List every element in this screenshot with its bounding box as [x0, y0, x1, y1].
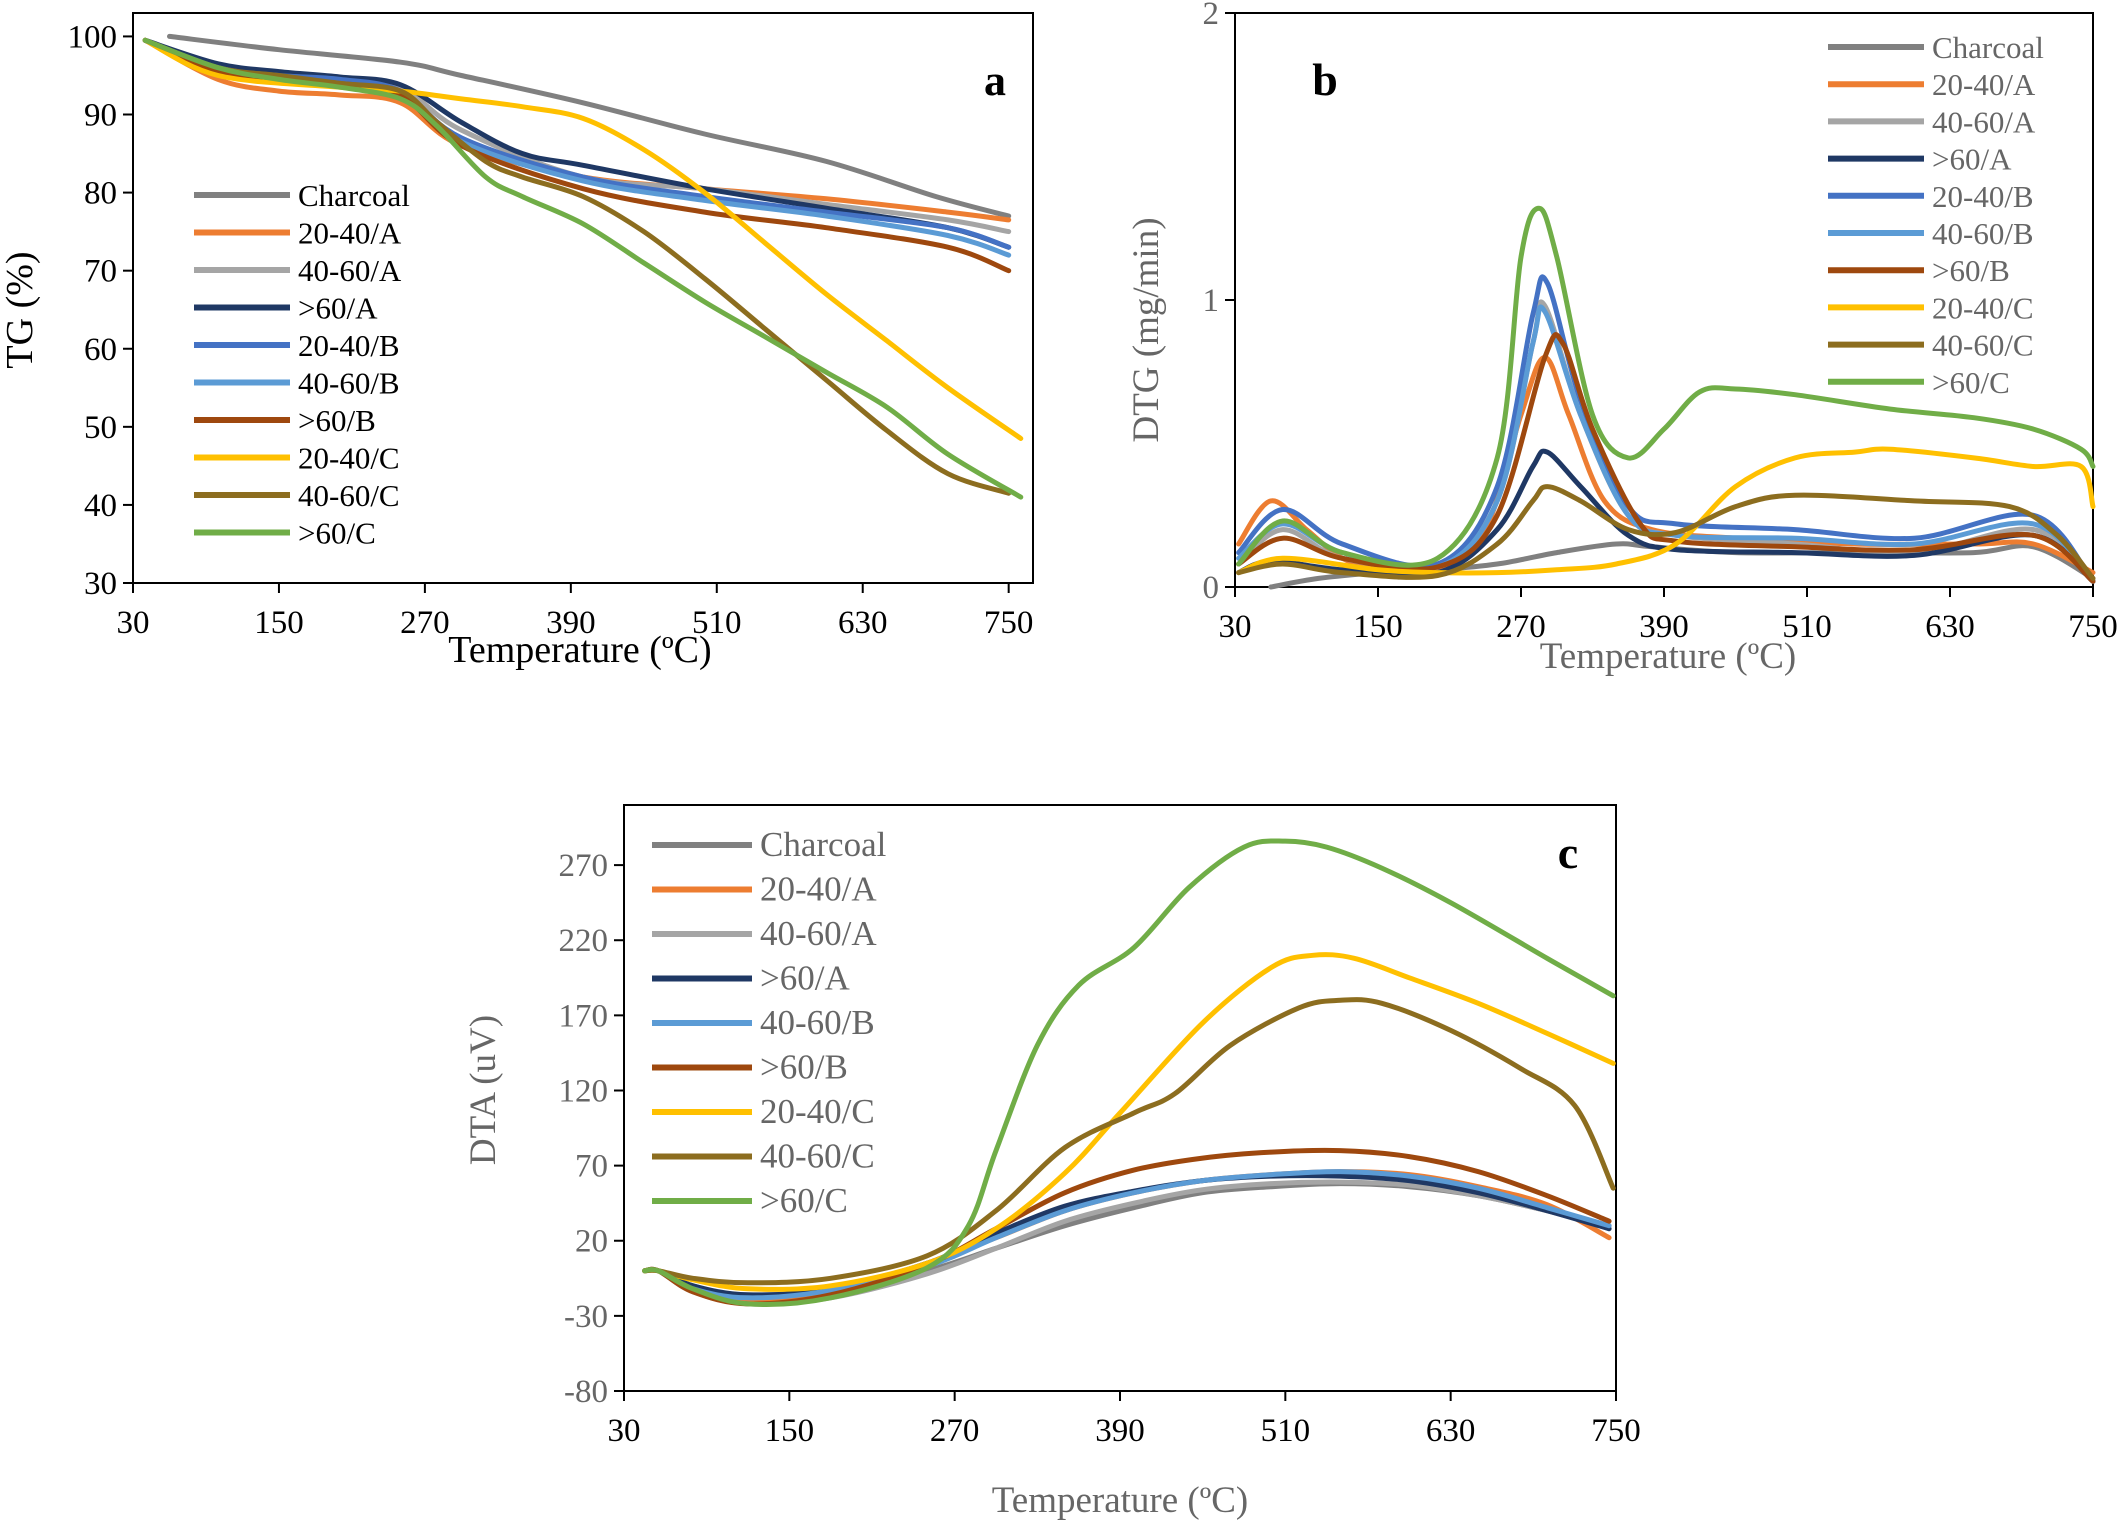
legend-label-20-40-a: 20-40/A — [298, 216, 402, 251]
x-tick-label: 150 — [254, 605, 304, 641]
x-tick-label: 270 — [930, 1413, 980, 1449]
x-tick-label: 150 — [1353, 609, 1403, 645]
legend-label-40-60-b: 40-60/B — [1932, 216, 2034, 251]
legend-label-20-40-c: 20-40/C — [760, 1092, 875, 1131]
y-tick-label: 220 — [559, 923, 609, 959]
x-tick-label: 510 — [1782, 609, 1832, 645]
legend-label-gt60-a: >60/A — [760, 959, 850, 998]
x-tick-label: 510 — [1261, 1413, 1311, 1449]
y-tick-label: 30 — [84, 566, 117, 602]
panel-b-dtg-chart: 30 150 270 390 510 630 750 0 1 2 Temperature (ºC) D… — [1126, 0, 2118, 677]
x-axis-title: Temperature (ºC) — [448, 629, 711, 671]
y-tick-label: 90 — [84, 98, 117, 134]
y-tick-label: 70 — [575, 1149, 608, 1185]
x-tick-label: 390 — [1095, 1413, 1145, 1449]
series-line-gt60-a — [642, 1173, 1612, 1298]
legend-label-20-40-b: 20-40/B — [1932, 179, 2034, 214]
series-line-40-60-c — [142, 37, 1012, 496]
panel-a-tg-chart: 30 150 270 390 510 630 750 30 40 50 60 70 80 90 100 Tem… — [0, 12, 1034, 671]
legend-label-40-60-a: 40-60/A — [760, 914, 877, 953]
legend-label-20-40-b: 20-40/B — [298, 328, 400, 363]
series-line-gt60-a — [1236, 448, 2096, 584]
legend-label-gt60-b: >60/B — [760, 1048, 848, 1087]
legend-label-40-60-c: 40-60/C — [1932, 328, 2034, 363]
series-line-40-60-c — [1236, 484, 2096, 581]
y-tick-label: -80 — [564, 1374, 608, 1410]
series-line-gt60-b — [1236, 332, 2096, 584]
y-tick-label: -30 — [564, 1299, 608, 1335]
panel-label: c — [1558, 827, 1578, 878]
series-line-20-40-c — [642, 952, 1616, 1292]
legend-label-charcoal: Charcoal — [298, 178, 410, 213]
x-tick-label: 630 — [1426, 1413, 1476, 1449]
legend-label-gt60-c: >60/C — [760, 1181, 848, 1220]
series-line-20-40-b — [1236, 274, 2096, 584]
y-tick-label: 100 — [68, 19, 118, 55]
y-axis-title: DTG (mg/min) — [1126, 217, 1167, 442]
x-tick-label: 30 — [117, 605, 150, 641]
x-tick-label: 390 — [1639, 609, 1689, 645]
panel-label: a — [984, 56, 1006, 105]
series-line-gt60-a — [142, 37, 1012, 250]
y-axis-title: DTA (uV) — [463, 1015, 504, 1165]
x-tick-label: 750 — [2068, 609, 2118, 645]
x-tick-label: 510 — [692, 605, 742, 641]
series-line-gt60-c — [642, 838, 1616, 1307]
x-tick-label: 750 — [984, 605, 1034, 641]
legend-label-40-60-b: 40-60/B — [760, 1003, 875, 1042]
y-tick-label: 120 — [559, 1073, 609, 1109]
x-tick-label: 630 — [1925, 609, 1975, 645]
legend-label-gt60-a: >60/A — [298, 291, 378, 326]
series-line-40-60-b — [642, 1169, 1612, 1301]
legend-label-40-60-a: 40-60/A — [1932, 104, 2036, 139]
y-tick-label: 0 — [1203, 570, 1220, 606]
legend-label-40-60-a: 40-60/A — [298, 253, 402, 288]
x-axis-title: Temperature (ºC) — [992, 1480, 1248, 1521]
legend-label-20-40-a: 20-40/A — [1932, 67, 2036, 102]
legend-label-charcoal: Charcoal — [760, 825, 887, 864]
y-tick-label: 270 — [559, 848, 609, 884]
legend-label-gt60-b: >60/B — [1932, 253, 2010, 288]
y-tick-label: 1 — [1203, 283, 1220, 319]
x-tick-label: 30 — [608, 1413, 641, 1449]
series-line-20-40-c — [1236, 446, 2096, 576]
x-axis-title: Temperature (ºC) — [1540, 636, 1796, 677]
legend-label-40-60-c: 40-60/C — [760, 1137, 875, 1176]
x-tick-label: 750 — [1591, 1413, 1641, 1449]
x-tick-label: 390 — [546, 605, 596, 641]
legend-label-20-40-a: 20-40/A — [760, 870, 877, 909]
legend-label-40-60-b: 40-60/B — [298, 366, 400, 401]
legend-label-gt60-a: >60/A — [1932, 142, 2012, 177]
y-tick-label: 170 — [559, 998, 609, 1034]
y-tick-label: 50 — [84, 410, 117, 446]
x-tick-label: 30 — [1219, 609, 1252, 645]
y-tick-label: 40 — [84, 488, 117, 524]
x-tick-label: 270 — [400, 605, 450, 641]
plot-frame-a — [132, 12, 1034, 584]
legend-label-charcoal: Charcoal — [1932, 30, 2044, 65]
series-line-40-60-c — [642, 997, 1616, 1286]
x-tick-label: 150 — [765, 1413, 815, 1449]
y-tick-label: 20 — [575, 1224, 608, 1260]
series-line-gt60-c — [1236, 205, 2096, 568]
legend-label-20-40-c: 20-40/C — [1932, 290, 2034, 325]
y-tick-label: 2 — [1203, 0, 1220, 32]
legend-label-gt60-c: >60/C — [298, 516, 376, 551]
series-line-charcoal — [167, 33, 1012, 219]
y-tick-label: 60 — [84, 332, 117, 368]
legend-label-40-60-c: 40-60/C — [298, 478, 400, 513]
y-tick-label: 80 — [84, 176, 117, 212]
y-tick-label: 70 — [84, 254, 117, 290]
y-axis-title: TG (%) — [0, 251, 41, 368]
x-tick-label: 270 — [1496, 609, 1546, 645]
series-line-gt60-c — [142, 37, 1024, 500]
legend-label-20-40-c: 20-40/C — [298, 441, 400, 476]
legend-label-gt60-b: >60/B — [298, 403, 376, 438]
legend-label-gt60-c: >60/C — [1932, 365, 2010, 400]
x-tick-label: 630 — [838, 605, 888, 641]
panel-c-dta-chart: 30 150 270 390 510 630 750 -80 -30 20 70 120 170 220 2… — [463, 804, 1641, 1521]
panel-label: b — [1312, 54, 1338, 105]
